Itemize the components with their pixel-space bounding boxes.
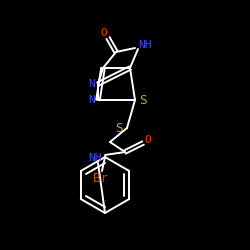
Text: N: N <box>88 95 96 105</box>
Text: N: N <box>88 79 96 89</box>
Text: Br: Br <box>92 172 108 186</box>
Text: O: O <box>100 28 107 38</box>
Text: NH: NH <box>138 40 152 50</box>
Text: S: S <box>139 94 147 106</box>
Text: NH: NH <box>88 153 102 163</box>
Text: S: S <box>115 122 123 134</box>
Text: O: O <box>144 135 152 145</box>
